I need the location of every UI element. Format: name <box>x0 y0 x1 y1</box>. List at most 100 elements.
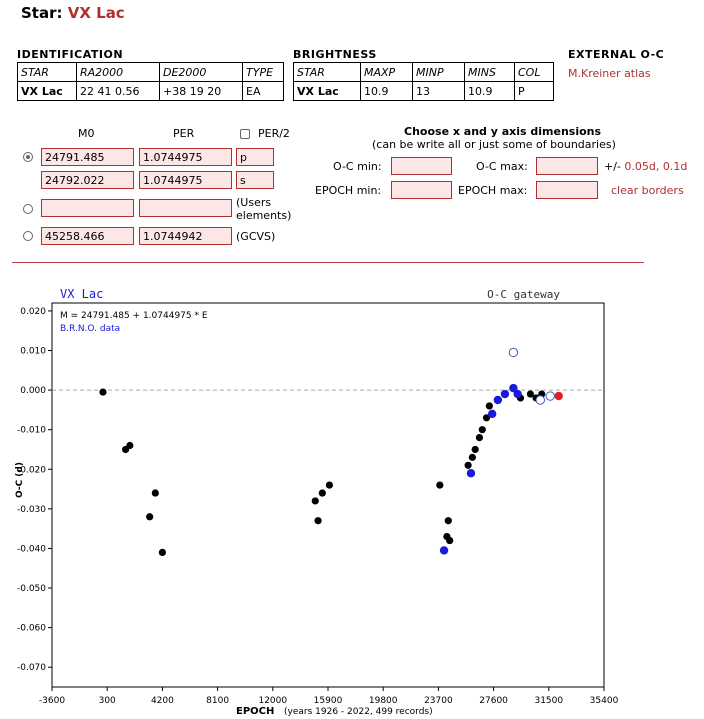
y-tick-label: -0.040 <box>17 544 46 554</box>
elements-radio-primary[interactable] <box>23 152 33 162</box>
pm-01d-link[interactable]: 0.1d <box>662 160 688 173</box>
data-point-open <box>535 395 546 405</box>
kreiner-atlas-link[interactable]: M.Kreiner atlas <box>568 67 651 80</box>
br-col-value: P <box>514 81 554 101</box>
y-tick-label: -0.070 <box>17 663 46 673</box>
br-header-maxp: MAXP <box>360 62 413 82</box>
epoch-min-label: EPOCH min: <box>315 184 382 197</box>
elements-radio-gcvs[interactable] <box>23 231 33 241</box>
y-tick-label: 0.010 <box>20 347 46 357</box>
data-point-red <box>554 391 563 401</box>
identification-heading: IDENTIFICATION <box>17 48 124 61</box>
x-tick-label: 23700 <box>424 696 453 706</box>
page-title: Star: VX Lac <box>21 4 125 22</box>
oc-min-input[interactable] <box>391 157 452 175</box>
external-oc-heading: EXTERNAL O-C <box>568 48 665 61</box>
br-minp-value: 13 <box>412 81 465 101</box>
y-tick-label: 0.000 <box>20 386 46 396</box>
id-header-ra: RA2000 <box>76 62 160 82</box>
m0-input-secondary[interactable] <box>41 171 134 189</box>
y-tick-label: 0.020 <box>20 307 46 317</box>
elements-radio-users[interactable] <box>23 204 33 214</box>
data-point-large <box>475 433 484 442</box>
data-point-large <box>468 453 476 461</box>
plot-axes: 0.020 0.010 0.000 -0.010 -0.020 -0.030 -0.040 -… <box>17 302 619 706</box>
id-ra-value: 22 41 0.56 <box>76 81 160 101</box>
per-input-secondary[interactable] <box>139 171 232 189</box>
chart-formula: M = 24791.485 + 1.0744975 * E <box>60 311 208 321</box>
m0-column-header: M0 <box>78 127 95 140</box>
m0-input-users[interactable] <box>41 199 134 217</box>
identification-table: STAR RA2000 DE2000 TYPE VX Lac 22 41 0.5… <box>17 62 284 101</box>
plus-minus-links: +/- 0.05d, 0.1d <box>604 160 687 173</box>
data-point-large <box>482 414 491 422</box>
br-header-star: STAR <box>293 62 361 82</box>
x-tick-label: 31500 <box>534 696 563 706</box>
per2-checkbox[interactable] <box>240 129 250 139</box>
clear-borders-link[interactable]: clear borders <box>611 184 684 197</box>
pm-005d-link[interactable]: 0.05d <box>624 160 656 173</box>
br-header-mins: MINS <box>464 62 515 82</box>
page-title-prefix: Star: <box>21 4 63 22</box>
tag-input-secondary[interactable] <box>236 171 274 189</box>
section-divider <box>12 262 644 263</box>
y-tick-label: -0.050 <box>17 584 46 594</box>
brightness-table: STAR MAXP MINP MINS COL VX Lac 10.9 13 1… <box>293 62 554 101</box>
data-point-ccd <box>500 389 510 399</box>
id-header-de: DE2000 <box>159 62 243 82</box>
x-tick-label: 15900 <box>314 696 343 706</box>
axis-form-subtitle: (can be write all or just some of bounda… <box>372 138 616 151</box>
data-point-large <box>478 426 486 434</box>
data-point-ccd <box>509 383 518 393</box>
per-input-primary[interactable] <box>139 148 232 166</box>
data-point-large <box>436 481 444 489</box>
per-input-users[interactable] <box>139 199 232 217</box>
per2-label: PER/2 <box>258 127 290 140</box>
chart-source: B.R.N.O. data <box>60 324 120 334</box>
data-point-large <box>314 517 322 525</box>
data-point-large <box>151 489 159 497</box>
users-elements-label-1: (Users <box>236 196 272 209</box>
oc-min-label: O-C min: <box>333 160 382 173</box>
oc-diagram: 0.020 0.010 0.000 -0.010 -0.020 -0.030 -0.040 -… <box>15 287 619 717</box>
br-header-minp: MINP <box>412 62 465 82</box>
x-tick-label: -3600 <box>39 696 65 706</box>
x-axis-note: (years 1926 - 2022, 499 records) <box>284 707 433 717</box>
plot-marks <box>99 347 563 557</box>
y-tick-label: -0.020 <box>17 465 46 475</box>
m0-input-gcvs[interactable] <box>41 227 134 245</box>
y-tick-label: -0.030 <box>17 505 46 515</box>
data-point-large <box>146 513 154 521</box>
m0-input-primary[interactable] <box>41 148 134 166</box>
x-axis-label: EPOCH <box>236 706 274 717</box>
data-point-ccd <box>513 389 522 399</box>
x-tick-label: 300 <box>99 696 116 706</box>
per-column-header: PER <box>173 127 195 140</box>
data-point-large <box>325 481 334 489</box>
data-point-large <box>126 441 134 450</box>
br-star-value: VX Lac <box>293 81 361 101</box>
epoch-max-input[interactable] <box>536 181 598 199</box>
data-point-large <box>485 402 493 410</box>
id-type-value: EA <box>242 81 284 101</box>
y-axis-label: O-C (d) <box>15 462 25 498</box>
y-tick-label: -0.010 <box>17 426 46 436</box>
gcvs-label: (GCVS) <box>236 230 276 243</box>
data-point-large <box>464 461 472 469</box>
plot-frame <box>51 302 605 688</box>
data-point-ccd <box>493 395 503 405</box>
data-point-large <box>99 388 107 396</box>
x-tick-label: 35400 <box>590 696 619 706</box>
data-point-large <box>318 489 326 497</box>
plus-minus-prefix: +/- <box>604 160 621 173</box>
x-tick-label: 12000 <box>258 696 287 706</box>
chart-title: VX Lac <box>60 287 103 301</box>
pm-separator: , <box>655 160 660 173</box>
tag-input-primary[interactable] <box>236 148 274 166</box>
data-point-large <box>311 497 319 505</box>
per-input-gcvs[interactable] <box>139 227 232 245</box>
id-star-value: VX Lac <box>17 81 77 101</box>
oc-max-input[interactable] <box>536 157 598 175</box>
epoch-min-input[interactable] <box>391 181 452 199</box>
data-point-large <box>471 445 479 454</box>
